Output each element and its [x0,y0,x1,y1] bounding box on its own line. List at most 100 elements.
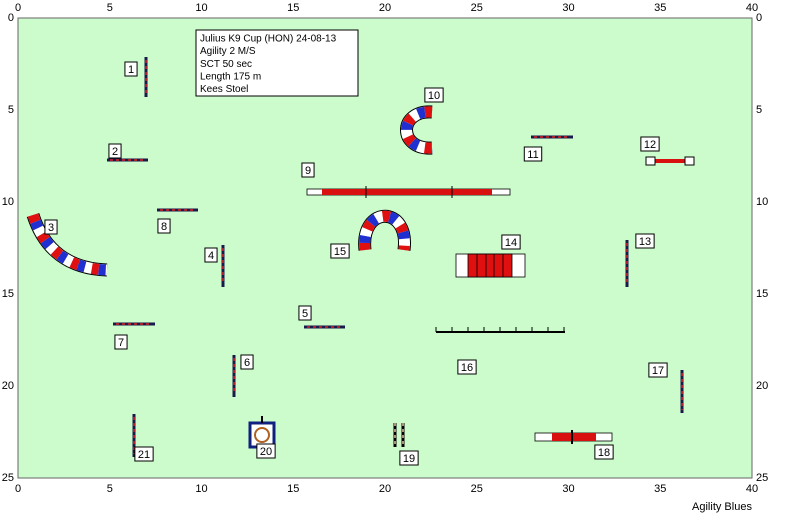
obstacle-number: 15 [334,246,346,258]
a-frame [455,253,526,278]
y-tick-label: 20 [2,380,14,392]
obstacle-number: 21 [138,449,150,461]
x-tick-label: 30 [562,483,574,495]
label-box [457,359,477,375]
obstacle-number: 2 [112,146,118,158]
obstacle-number: 12 [644,139,656,151]
label-box [114,334,128,350]
obstacle-label: 4 [204,247,218,263]
label-box [648,362,668,378]
x-tick-label: 20 [379,483,391,495]
x-tick-label: 15 [287,2,299,14]
x-tick-label: 35 [654,483,666,495]
info-line: Agility 2 M/S [200,46,256,57]
obstacle-number: 8 [161,221,167,233]
obstacle-number: 20 [260,446,272,458]
obstacle-number: 18 [598,447,610,459]
label-box [134,446,154,462]
x-tick-label: 40 [746,2,758,14]
long-jump [393,423,405,447]
obstacle-number: 1 [128,64,134,76]
obstacle-label: 15 [330,243,350,259]
label-box [635,233,655,249]
x-tick-label: 5 [107,483,113,495]
x-tick-label: 10 [195,2,207,14]
obstacle-number: 14 [505,237,517,249]
dog-walk [306,186,511,198]
y-tick-label: 5 [756,104,762,116]
x-tick-label: 40 [746,483,758,495]
y-tick-label: 5 [8,104,14,116]
obstacle-label: 21 [134,446,154,462]
obstacle-label: 18 [594,444,614,460]
obstacle-label: 12 [640,136,660,152]
obstacle-number: 3 [48,222,54,234]
y-tick-label: 15 [2,288,14,300]
label-box [240,354,254,370]
obstacle-label: 5 [298,305,312,321]
obstacle-label: 13 [635,233,655,249]
obstacle-label: 2 [108,143,122,159]
label-box [330,243,350,259]
x-tick-label: 15 [287,483,299,495]
x-tick-label: 0 [15,2,21,14]
obstacle-number: 4 [208,250,214,262]
obstacle-label: 17 [648,362,668,378]
label-box [44,219,58,235]
obstacle-label: 9 [301,162,315,178]
x-tick-label: 25 [471,2,483,14]
label-box [298,305,312,321]
info-line: Length 175 m [200,71,261,82]
label-box [157,218,171,234]
obstacle-number: 10 [428,90,440,102]
info-line: Julius K9 Cup (HON) 24-08-13 [200,34,337,45]
obstacle-label: 6 [240,354,254,370]
label-box [594,444,614,460]
obstacle-number: 7 [118,337,124,349]
y-tick-label: 10 [2,196,14,208]
field [17,17,753,479]
x-tick-label: 0 [15,483,21,495]
x-tick-label: 30 [562,2,574,14]
obstacle-label: 7 [114,334,128,350]
obstacles [26,57,695,457]
y-tick-label: 25 [756,472,768,484]
obstacle-label: 20 [256,443,276,459]
label-box [108,143,122,159]
info-line: SCT 50 sec [200,59,252,70]
x-tick-label: 10 [195,483,207,495]
label-box [256,443,276,459]
obstacle-number: 13 [639,236,651,248]
tunnel [26,212,108,277]
obstacle-number: 19 [403,453,415,465]
label-box [301,162,315,178]
tunnel [358,209,411,251]
label-box [523,146,543,162]
y-tick-label: 0 [8,12,14,24]
info-box [195,29,359,97]
tunnel [400,105,433,155]
obstacle-label: 14 [501,234,521,250]
label-box [204,247,218,263]
obstacle-label: 19 [399,450,419,466]
y-tick-label: 10 [756,196,768,208]
seesaw [534,430,613,444]
obstacle-label: 1 [124,61,138,77]
obstacle-number: 16 [461,362,473,374]
obstacle-label: 3 [44,219,58,235]
x-tick-label: 5 [107,2,113,14]
x-tick-label: 20 [379,2,391,14]
obstacle-number: 11 [527,149,538,161]
footer: Agility Blues [692,501,752,513]
obstacle-number: 9 [305,165,311,177]
y-tick-label: 0 [756,12,762,24]
obstacle-label: 11 [523,146,543,162]
x-tick-label: 35 [654,2,666,14]
label-box [501,234,521,250]
weave-poles [435,327,565,333]
tyre [645,156,695,166]
obstacle-label: 16 [457,359,477,375]
obstacle-number: 17 [652,365,664,377]
